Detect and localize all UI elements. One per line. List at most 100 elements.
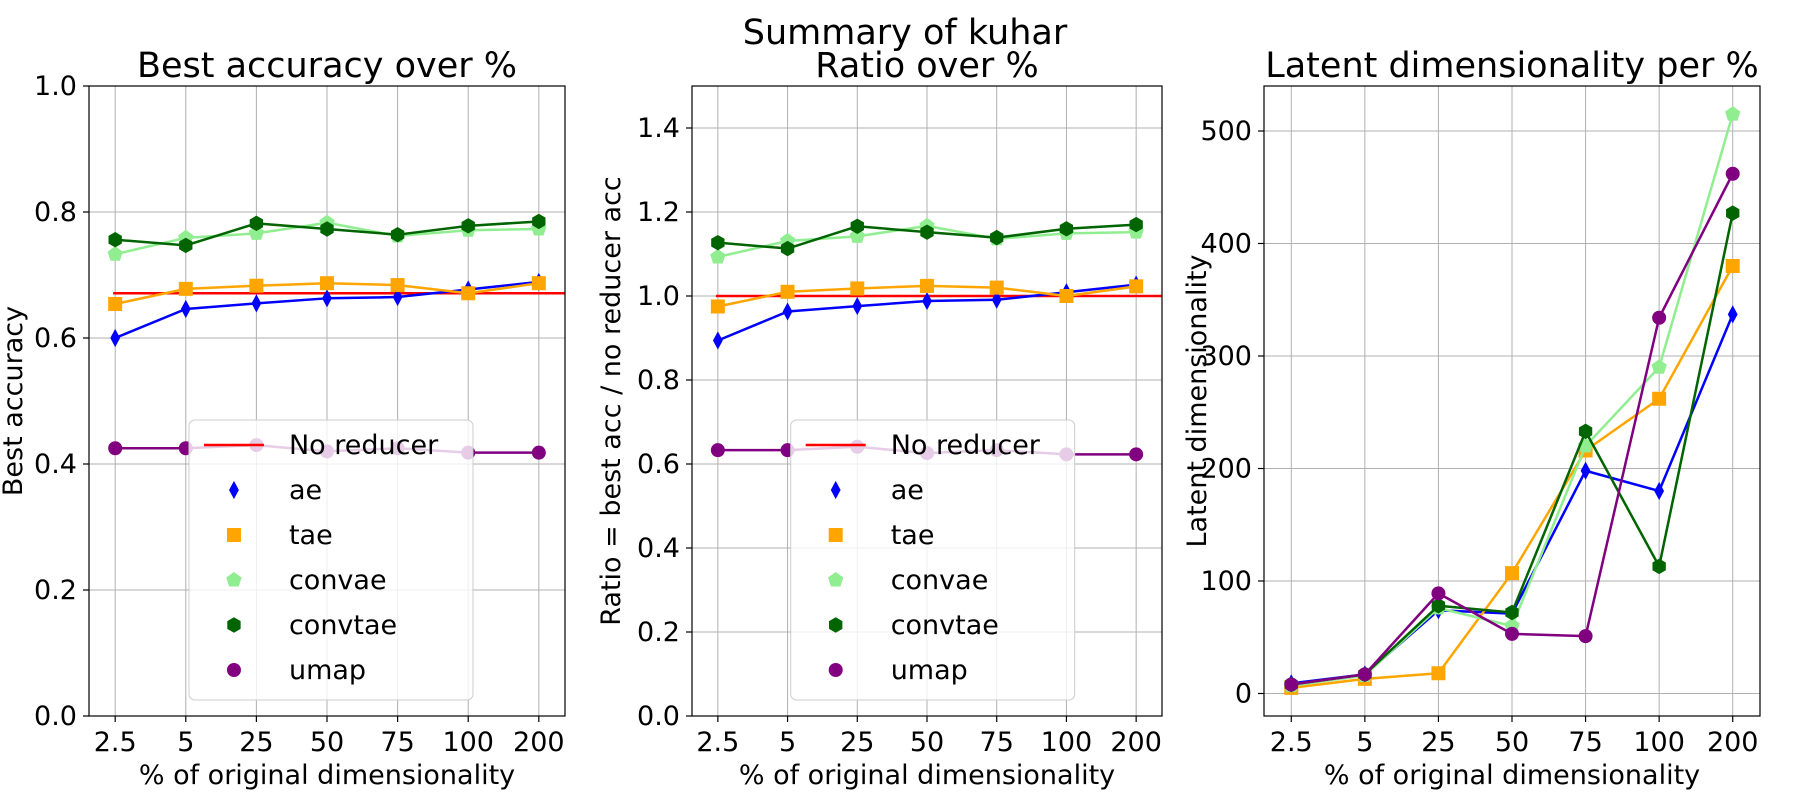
- data-point-tae: [108, 296, 123, 311]
- legend-swatch-convae: [828, 571, 844, 587]
- legend-box: [188, 419, 474, 701]
- data-point-ae: [110, 328, 121, 348]
- data-point-convtae: [1129, 216, 1143, 233]
- y-tick-label: 0.4: [34, 449, 77, 480]
- data-point-ae: [1727, 305, 1738, 324]
- data-point-convtae: [780, 240, 795, 257]
- x-tick-label: 2.5: [94, 727, 137, 758]
- data-point-convae: [710, 248, 726, 264]
- x-tick-label: 100: [442, 727, 494, 758]
- x-axis-label: % of original dimensionality: [139, 760, 515, 791]
- data-point-umap: [108, 441, 123, 456]
- data-point-ae: [991, 290, 1002, 309]
- x-tick-label: 5: [1356, 727, 1373, 758]
- data-point-ae: [922, 291, 932, 311]
- x-tick-label: 200: [1110, 727, 1162, 758]
- data-point-ae: [1654, 481, 1665, 501]
- axis-frame: [88, 85, 566, 717]
- panel-title: Ratio over %: [815, 46, 1038, 86]
- y-tick-label: 0.0: [637, 701, 680, 732]
- y-tick-label: 300: [1200, 341, 1252, 372]
- legend-swatch-umap: [226, 663, 241, 677]
- data-point-tae: [1129, 279, 1144, 294]
- legend-swatch-convtae: [227, 617, 241, 633]
- data-point-umap: [1284, 677, 1299, 692]
- data-point-convae: [107, 246, 123, 261]
- data-point-convtae: [1726, 205, 1740, 221]
- x-tick-label: 100: [1041, 727, 1093, 758]
- x-tick-label: 2.5: [696, 727, 739, 758]
- legend-box: [790, 419, 1076, 701]
- data-point-tae: [178, 281, 193, 296]
- y-tick-label: 1.0: [34, 71, 77, 102]
- data-point-tae: [1059, 289, 1074, 303]
- data-point-tae: [320, 276, 334, 291]
- data-point-convtae: [1578, 423, 1593, 440]
- legend-swatch-convae: [226, 571, 242, 587]
- x-axis-label: % of original dimensionality: [1324, 760, 1700, 791]
- data-point-convtae: [532, 213, 546, 230]
- y-tick-label: 1.0: [637, 281, 680, 312]
- legend-label: convtae: [289, 610, 397, 641]
- data-point-ae: [782, 302, 793, 321]
- data-point-tae: [850, 281, 865, 296]
- y-tick-label: 1.2: [637, 197, 680, 228]
- y-tick-label: 0.2: [34, 575, 77, 606]
- legend: No reducer ae tae convae convtae umap: [790, 419, 1076, 701]
- x-tick-label: 75: [980, 727, 1014, 758]
- x-tick-label: 25: [1421, 727, 1455, 758]
- y-axis-label: Latent dimensionality: [1182, 254, 1213, 547]
- x-axis-label: % of original dimensionality: [739, 760, 1115, 791]
- data-point-umap: [1357, 667, 1372, 682]
- legend-label: tae: [289, 520, 333, 551]
- panel-3: 2.5 5 25 50 75 100 200 0 100 200 300 400 500 Latent d…: [1182, 46, 1761, 791]
- data-point-convtae: [1652, 558, 1666, 575]
- legend-swatch-umap: [828, 663, 843, 677]
- y-tick-label: 0.4: [637, 533, 680, 564]
- y-tick-label: 0: [1235, 679, 1252, 710]
- data-point-ae: [251, 294, 262, 313]
- data-point-convtae: [850, 218, 864, 234]
- y-tick-label: 0.0: [34, 701, 77, 732]
- y-tick-label: 1.4: [637, 113, 680, 144]
- data-point-convae: [1651, 359, 1667, 374]
- x-tick-label: 50: [310, 727, 344, 758]
- data-point-ae: [852, 296, 863, 316]
- data-point-ae: [392, 287, 403, 307]
- data-point-convtae: [1431, 598, 1446, 614]
- legend-label: convae: [891, 565, 989, 596]
- x-tick-label: 5: [177, 727, 194, 758]
- y-tick-label: 0.6: [34, 323, 77, 354]
- data-point-convae: [1725, 106, 1741, 121]
- y-axis-label: Ratio = best acc / no reducer acc: [596, 176, 627, 626]
- y-tick-label: 500: [1200, 116, 1252, 147]
- legend-label: No reducer: [891, 430, 1041, 461]
- data-point-convtae: [249, 215, 264, 232]
- y-tick-label: 200: [1200, 454, 1252, 485]
- figure-suptitle: Summary of kuhar: [743, 13, 1068, 53]
- y-tick-label: 0.2: [637, 617, 680, 648]
- data-point-convtae: [320, 221, 334, 237]
- panel-2: 2.5 5 25 50 75 100 200 0.0 0.2 0.4 0.6 0.8 1.0 1.2 1.4…: [596, 46, 1163, 791]
- data-point-tae: [1431, 666, 1446, 681]
- legend-label: ae: [289, 475, 322, 506]
- legend-swatch-tae: [828, 528, 843, 542]
- axis-frame: [691, 85, 1163, 717]
- legend-label: umap: [289, 655, 366, 686]
- data-point-ae: [712, 331, 723, 350]
- panel-title: Latent dimensionality per %: [1265, 46, 1759, 86]
- data-point-tae: [390, 278, 405, 293]
- legend-swatch-ae: [830, 480, 841, 500]
- data-point-ae: [322, 289, 332, 308]
- y-axis-label: Best accuracy: [0, 306, 29, 496]
- legend-label: convae: [289, 565, 387, 596]
- y-tick-label: 0.8: [637, 365, 680, 396]
- data-point-umap: [710, 443, 725, 458]
- data-point-convtae: [461, 218, 475, 234]
- data-point-umap: [1725, 166, 1740, 181]
- data-point-convtae: [108, 232, 122, 248]
- panel-title: Best accuracy over %: [137, 46, 517, 86]
- legend-label: umap: [891, 655, 968, 686]
- data-point-convtae: [990, 229, 1004, 246]
